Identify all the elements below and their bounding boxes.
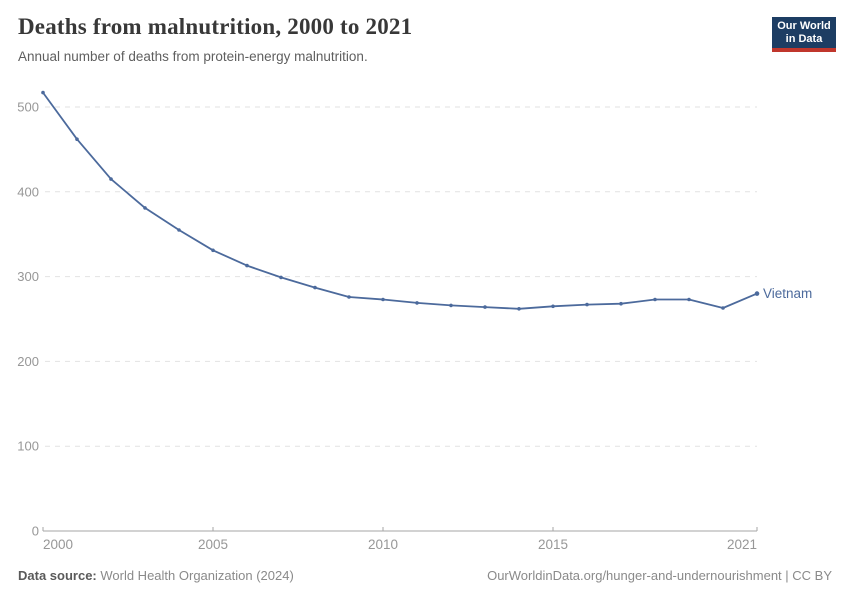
- data-point: [279, 275, 283, 280]
- data-point: [754, 291, 760, 296]
- chart-footer: Data source: World Health Organization (…: [18, 568, 832, 583]
- owid-logo-line1: Our World: [777, 20, 831, 32]
- chart-subtitle: Annual number of deaths from protein-ene…: [18, 49, 368, 64]
- y-tick-label: 300: [17, 269, 39, 284]
- data-point: [313, 285, 317, 290]
- page-title: Deaths from malnutrition, 2000 to 2021: [18, 14, 413, 39]
- series-line: [42, 91, 758, 310]
- y-tick-label: 0: [32, 524, 39, 539]
- y-tick-label: 200: [17, 354, 39, 369]
- y-tick-label: 100: [17, 439, 39, 454]
- data-point: [721, 306, 725, 310]
- data-point: [449, 303, 453, 308]
- data-point: [551, 304, 555, 309]
- x-tick-label: 2010: [368, 537, 398, 552]
- data-point: [41, 90, 45, 95]
- x-tick-label: 2005: [198, 537, 228, 552]
- data-point: [653, 297, 657, 302]
- owid-logo-line2: in Data: [785, 33, 823, 46]
- data-point: [143, 206, 147, 210]
- x-tick-label: 2000: [43, 537, 73, 552]
- data-point: [517, 307, 521, 311]
- y-tick-label: 500: [17, 100, 39, 115]
- data-point: [109, 177, 113, 181]
- data-point: [415, 301, 419, 305]
- data-point: [381, 297, 385, 302]
- data-point: [75, 137, 79, 141]
- data-point: [211, 248, 215, 253]
- data-point: [347, 295, 351, 299]
- x-tick-label: 2021: [727, 537, 757, 552]
- datasource-note: Data source: World Health Organization (…: [18, 568, 294, 583]
- chart-header: Deaths from malnutrition, 2000 to 2021 A…: [18, 14, 412, 64]
- data-point: [483, 305, 487, 309]
- data-point: [245, 263, 249, 268]
- data-point: [687, 297, 691, 302]
- x-tick-label: 2015: [538, 537, 568, 552]
- datasource-label: Data source:: [18, 568, 97, 583]
- data-point: [585, 302, 589, 307]
- datasource-value: World Health Organization (2024): [96, 568, 294, 583]
- y-tick-label: 400: [17, 184, 39, 199]
- credit-link[interactable]: OurWorldinData.org/hunger-and-undernouri…: [487, 568, 832, 583]
- series-end-label[interactable]: Vietnam: [763, 286, 812, 301]
- owid-logo[interactable]: Our World in Data: [772, 17, 836, 53]
- data-point: [619, 301, 623, 306]
- data-point: [177, 228, 181, 232]
